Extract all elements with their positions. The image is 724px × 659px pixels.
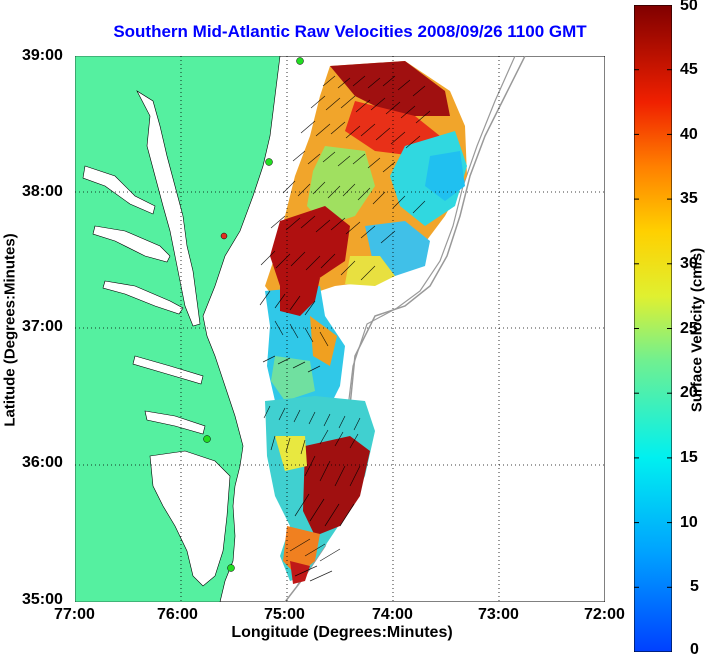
colorbar-gradient [634,5,672,652]
y-tick-label: 37:00 [22,318,63,335]
colorbar-tick-label: 30 [680,255,698,272]
colorbar-tick-label: 20 [680,384,698,401]
radar-station-marker [203,435,211,443]
colorbar-tick-label: 5 [690,578,699,595]
y-tick-label: 36:00 [22,454,63,471]
colorbar-tick-label: 15 [680,449,698,466]
y-tick-label: 35:00 [22,591,63,608]
radar-station-marker [227,564,235,572]
y-tick-label: 39:00 [22,47,63,64]
sound [149,450,231,587]
colorbar-tick-label: 45 [680,61,698,78]
velocity-map [75,56,605,602]
colorbar-tick-label: 50 [680,0,698,14]
map-title: Southern Mid-Atlantic Raw Velocities 200… [113,22,587,41]
radar-station-marker [296,57,304,65]
colorbar-tick-label: 25 [680,320,698,337]
radar-station-marker [220,232,228,240]
radar-station-marker [265,158,273,166]
colorbar-tick-label: 0 [690,641,699,658]
x-tick-label: 73:00 [478,606,519,623]
x-axis-title: Longitude (Degrees:Minutes) [231,624,453,641]
x-tick-label: 72:00 [584,606,625,623]
x-tick-label: 74:00 [372,606,413,623]
colorbar-tick-label: 10 [680,514,698,531]
colorbar-tick-label: 40 [680,126,698,143]
velocity-arrows [259,75,431,582]
x-tick-label: 77:00 [54,606,95,623]
colorbar-title: Surface Velocity (cm/s) [688,247,706,413]
colorbar [634,5,672,652]
y-axis-title: Latitude (Degrees:Minutes) [1,233,19,427]
x-tick-label: 76:00 [157,606,198,623]
bay [136,90,201,327]
colorbar-tick-label: 35 [680,190,698,207]
y-tick-label: 38:00 [22,183,63,200]
colorbar-ticks [634,69,672,588]
x-tick-label: 75:00 [264,606,305,623]
graticule [75,56,605,602]
